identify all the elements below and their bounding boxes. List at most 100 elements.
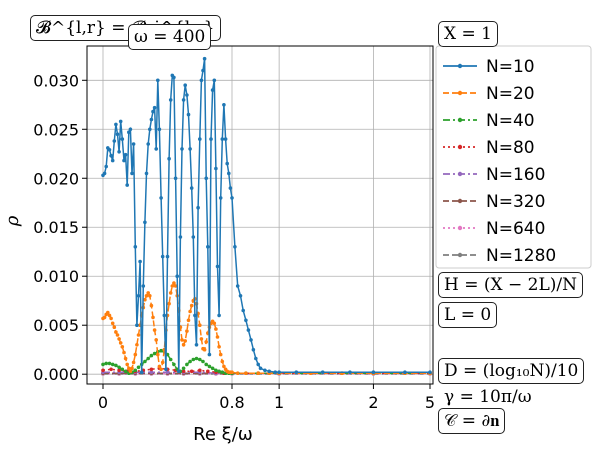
- y-tick-label: 0.005: [33, 316, 79, 335]
- data-point: [209, 137, 213, 141]
- legend-frame: [435, 45, 592, 269]
- data-point: [181, 369, 186, 374]
- data-point: [168, 291, 173, 295]
- legend-marker: [457, 225, 463, 231]
- data-point: [254, 356, 258, 361]
- data-point: [125, 183, 129, 187]
- data-point: [143, 297, 147, 302]
- data-point: [172, 75, 176, 80]
- data-point: [206, 245, 210, 249]
- data-point: [228, 186, 233, 190]
- data-point: [191, 357, 196, 362]
- data-point: [210, 88, 215, 92]
- data-point: [263, 368, 267, 373]
- data-point: [196, 205, 200, 210]
- data-point: [294, 370, 299, 375]
- data-point: [102, 315, 107, 320]
- data-point: [120, 137, 125, 141]
- data-point: [125, 362, 129, 367]
- legend-item: N=20: [443, 84, 535, 104]
- data-point: [230, 370, 234, 375]
- legend-label: N=80: [486, 138, 535, 158]
- legend-item: N=640: [443, 219, 545, 239]
- data-point: [149, 353, 154, 358]
- data-point: [189, 303, 194, 308]
- data-point: [198, 137, 202, 141]
- legend-item: N=40: [443, 111, 535, 131]
- data-point: [256, 371, 261, 376]
- legend-marker: [457, 63, 463, 69]
- y-tick-label: 0.025: [33, 120, 79, 139]
- data-point: [167, 156, 171, 161]
- data-point: [244, 371, 248, 376]
- data-point: [220, 370, 225, 375]
- data-point: [185, 329, 189, 333]
- data-point: [109, 316, 113, 321]
- data-point: [107, 361, 112, 366]
- data-point: [148, 127, 152, 132]
- data-point: [217, 345, 221, 349]
- data-point: [138, 259, 142, 264]
- data-point: [217, 313, 221, 318]
- data-point: [273, 370, 278, 375]
- data-point: [204, 362, 208, 367]
- data-point: [139, 370, 144, 375]
- data-point: [118, 341, 123, 345]
- legend-item: N=160: [443, 165, 545, 185]
- y-axis-label: ρ: [2, 215, 23, 227]
- data-point: [348, 370, 352, 375]
- data-point: [212, 321, 217, 326]
- data-point: [207, 364, 212, 369]
- data-point: [133, 368, 138, 373]
- data-point: [227, 171, 231, 176]
- data-point: [110, 362, 115, 367]
- d-annotation: D = (log₁₀N)/10: [438, 358, 585, 384]
- data-point: [157, 364, 162, 369]
- data-point: [165, 254, 170, 259]
- data-point: [112, 325, 117, 330]
- legend-item: N=320: [443, 192, 545, 212]
- data-point: [165, 370, 170, 375]
- legend-item: N=80: [443, 138, 535, 158]
- data-point: [177, 369, 181, 374]
- data-point: [189, 369, 194, 374]
- data-point: [230, 196, 234, 200]
- data-point: [128, 369, 133, 374]
- data-point: [185, 362, 189, 367]
- data-point: [110, 158, 115, 163]
- data-point: [202, 347, 207, 352]
- data-point: [146, 291, 150, 295]
- data-point: [194, 356, 199, 361]
- data-point: [222, 103, 226, 107]
- data-point: [152, 328, 157, 332]
- legend-marker: [457, 171, 463, 177]
- data-point: [180, 338, 184, 342]
- data-point: [152, 351, 157, 356]
- data-point: [371, 370, 376, 375]
- data-point: [160, 360, 165, 365]
- data-point: [146, 356, 150, 361]
- series-layer: [101, 56, 432, 376]
- data-point: [106, 310, 110, 315]
- data-point: [183, 83, 187, 87]
- data-point: [246, 328, 251, 332]
- data-point: [114, 363, 118, 368]
- data-point: [173, 284, 178, 288]
- data-point: [428, 370, 432, 375]
- data-point: [168, 98, 173, 102]
- series-n-10: [101, 56, 432, 375]
- data-point: [267, 369, 272, 374]
- data-point: [164, 367, 168, 372]
- data-point: [173, 176, 178, 181]
- data-point: [114, 122, 118, 127]
- data-point: [110, 321, 115, 326]
- legend-marker: [457, 117, 463, 123]
- data-point: [107, 313, 112, 318]
- data-point: [162, 313, 167, 318]
- x-tick-label: 2: [368, 393, 378, 412]
- data-point: [146, 142, 150, 146]
- y-tick-label: 0.010: [33, 267, 79, 286]
- y-tick-label: 0.020: [33, 169, 79, 188]
